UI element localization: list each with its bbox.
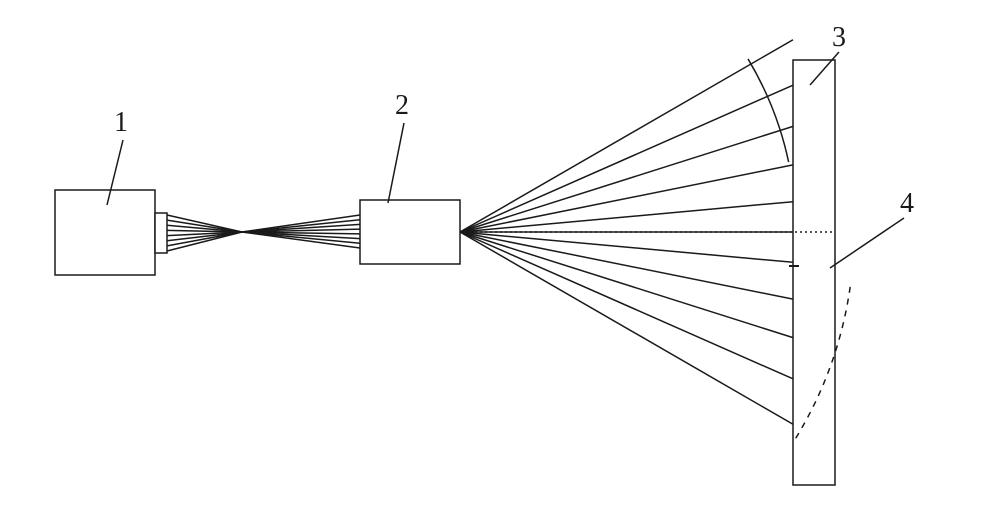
label-1: 1 <box>114 107 128 139</box>
label-4: 4 <box>900 188 914 220</box>
label-3: 3 <box>832 22 846 54</box>
diagram-canvas <box>0 0 1000 513</box>
label-2: 2 <box>395 90 409 122</box>
